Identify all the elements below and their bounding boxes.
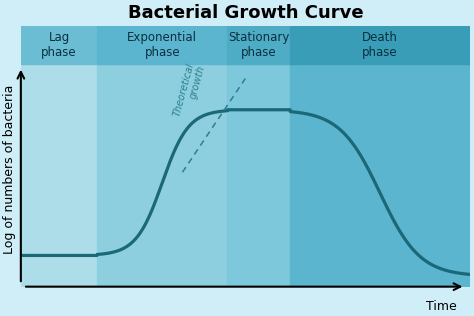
Text: Time: Time xyxy=(426,300,456,313)
Text: Death
phase: Death phase xyxy=(362,31,398,59)
Text: Stationary
phase: Stationary phase xyxy=(228,31,290,59)
Text: Log of numbers of bacteria: Log of numbers of bacteria xyxy=(3,85,16,254)
Text: Theoretical
growth: Theoretical growth xyxy=(172,62,207,120)
Title: Bacterial Growth Curve: Bacterial Growth Curve xyxy=(128,4,363,22)
Bar xyxy=(290,27,470,287)
Bar xyxy=(228,27,290,64)
Bar xyxy=(97,27,228,64)
Bar xyxy=(290,27,470,64)
Bar xyxy=(97,27,228,287)
Text: Exponential
phase: Exponential phase xyxy=(128,31,197,59)
Text: Lag
phase: Lag phase xyxy=(41,31,77,59)
Bar xyxy=(228,27,290,287)
Bar xyxy=(21,27,97,64)
Bar xyxy=(21,27,97,287)
